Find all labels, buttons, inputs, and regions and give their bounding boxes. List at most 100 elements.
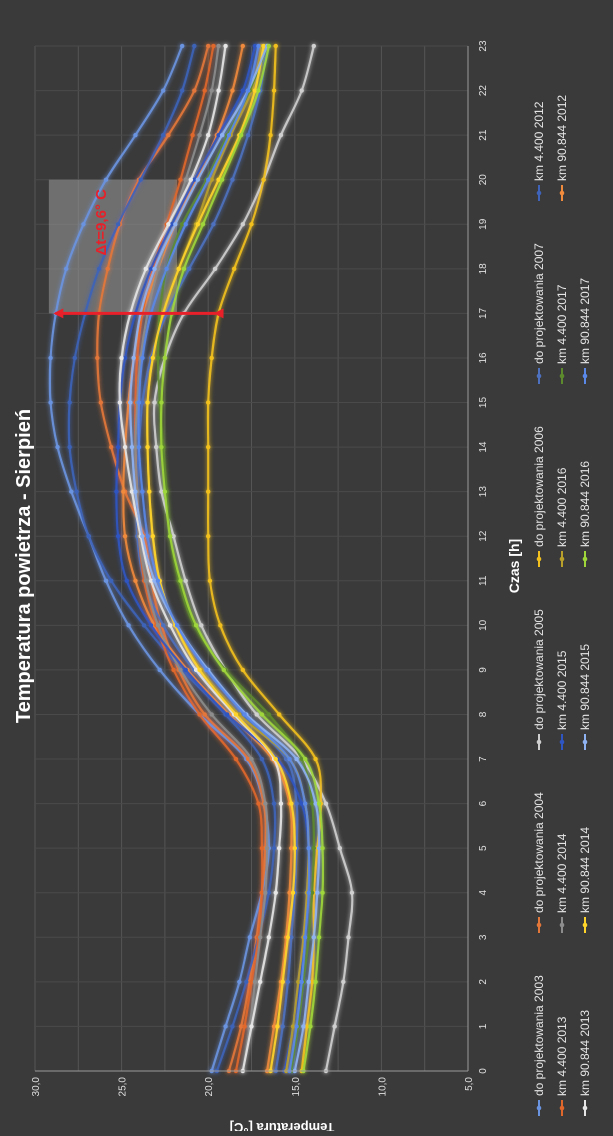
data-point — [332, 1024, 337, 1029]
data-point — [301, 1024, 306, 1029]
legend-item: km 90.844 2016 — [578, 461, 592, 567]
legend-item: km 90.844 2017 — [578, 278, 592, 384]
data-point — [180, 222, 185, 227]
data-point — [131, 355, 136, 361]
data-point — [160, 132, 166, 138]
data-point — [280, 1024, 285, 1029]
data-point — [147, 489, 152, 494]
legend-label: do projektowania 2004 — [532, 792, 546, 913]
data-point — [206, 444, 211, 450]
data-point — [136, 400, 142, 405]
data-point — [257, 935, 263, 940]
legend-label: km 90.844 2015 — [578, 644, 592, 730]
legend-label: do projektowania 2003 — [532, 975, 546, 1096]
data-point — [249, 979, 254, 985]
data-point — [302, 756, 308, 762]
data-point — [237, 979, 242, 985]
data-point — [129, 489, 135, 494]
legend-marker — [536, 1105, 542, 1111]
data-point — [209, 88, 214, 93]
data-point — [180, 43, 185, 49]
data-point — [136, 444, 142, 450]
data-point — [192, 177, 197, 182]
legend-item: do projektowania 2005 — [532, 609, 546, 750]
data-point — [178, 177, 183, 182]
data-point — [216, 132, 221, 138]
x-tick-label: 13 — [478, 486, 489, 498]
data-point — [140, 355, 145, 361]
data-point — [148, 266, 154, 272]
data-point — [238, 1024, 244, 1029]
data-point — [278, 132, 284, 138]
data-point — [294, 1024, 299, 1029]
legend-item: km 4.400 2016 — [555, 467, 569, 567]
data-point — [212, 266, 218, 272]
data-point — [181, 266, 187, 272]
x-tick-label: 23 — [478, 40, 489, 52]
data-point — [150, 534, 155, 539]
data-point — [216, 177, 221, 182]
series-12 — [117, 43, 284, 1074]
data-point — [252, 979, 258, 985]
series-line — [137, 45, 311, 1072]
data-point — [167, 623, 173, 628]
legend-item: km 4.400 2015 — [555, 650, 569, 750]
data-point — [320, 845, 325, 851]
x-tick-label: 20 — [478, 174, 489, 186]
data-point — [266, 712, 272, 717]
data-point — [183, 578, 188, 583]
legend-label: do projektowania 2005 — [532, 609, 546, 730]
legend-label: km 90.844 2012 — [555, 95, 569, 181]
data-point — [160, 88, 166, 93]
data-point — [271, 801, 277, 806]
data-point — [109, 578, 114, 583]
data-point — [209, 355, 214, 361]
legend-marker — [536, 556, 542, 562]
series-line — [206, 45, 322, 1072]
legend-label: do projektowania 2007 — [532, 243, 546, 364]
data-point — [209, 177, 214, 182]
data-point — [245, 88, 251, 93]
data-point — [271, 1024, 277, 1029]
legend-marker — [582, 922, 588, 928]
data-point — [72, 355, 78, 361]
data-point — [199, 623, 204, 628]
data-point — [159, 444, 164, 450]
data-point — [316, 845, 322, 851]
data-point — [266, 43, 272, 49]
legend-marker — [559, 739, 565, 745]
data-point — [311, 935, 317, 940]
data-point — [162, 489, 168, 494]
data-point — [230, 1024, 235, 1029]
data-point — [183, 177, 188, 182]
data-point — [206, 43, 211, 49]
data-point — [195, 222, 201, 227]
y-tick-label: 10,0 — [377, 1077, 388, 1097]
data-point — [67, 444, 72, 450]
data-point — [306, 979, 311, 985]
data-point — [138, 177, 143, 182]
data-point — [261, 177, 266, 182]
data-point — [140, 400, 145, 405]
legend-marker — [559, 373, 565, 379]
data-point — [96, 266, 102, 272]
x-tick-label: 6 — [478, 800, 489, 806]
data-point — [240, 88, 246, 93]
data-point — [302, 801, 308, 806]
x-axis-label: Czas [h] — [506, 539, 522, 593]
data-point — [115, 444, 121, 450]
x-tick-label: 11 — [478, 575, 489, 586]
data-point — [337, 845, 343, 851]
data-point — [313, 801, 318, 806]
legend-marker — [536, 922, 542, 928]
data-point — [240, 667, 246, 673]
series-16 — [136, 43, 311, 1074]
data-point — [280, 979, 285, 985]
data-point — [124, 578, 129, 583]
y-tick-label: 5,0 — [464, 1077, 475, 1091]
data-point — [129, 444, 135, 450]
legend-marker — [559, 1105, 565, 1111]
legend-label: km 4.400 2015 — [555, 650, 569, 730]
data-point — [154, 444, 159, 450]
